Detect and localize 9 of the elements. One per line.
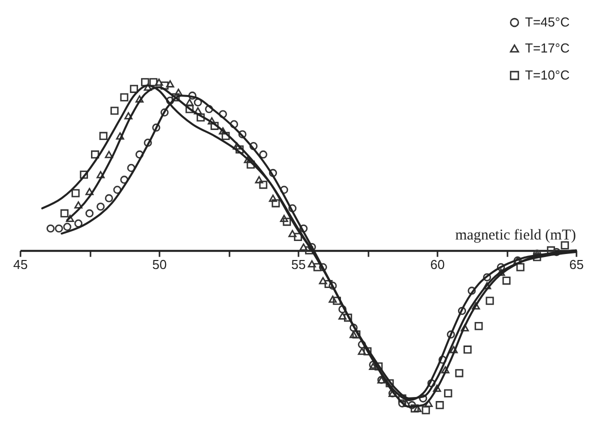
legend-label: T=10°C (525, 68, 570, 82)
x-tick-label: 65 (569, 256, 584, 272)
x-tick-label: 50 (152, 256, 167, 272)
x-tick-label: 45 (13, 256, 28, 272)
legend-label: T=17°C (525, 40, 570, 56)
legend-label: T=45°C (525, 14, 570, 30)
x-tick-label: 55 (291, 256, 306, 272)
x-tick-label: 60 (430, 256, 445, 272)
x-axis-title: magnetic field (mT) (455, 227, 576, 244)
